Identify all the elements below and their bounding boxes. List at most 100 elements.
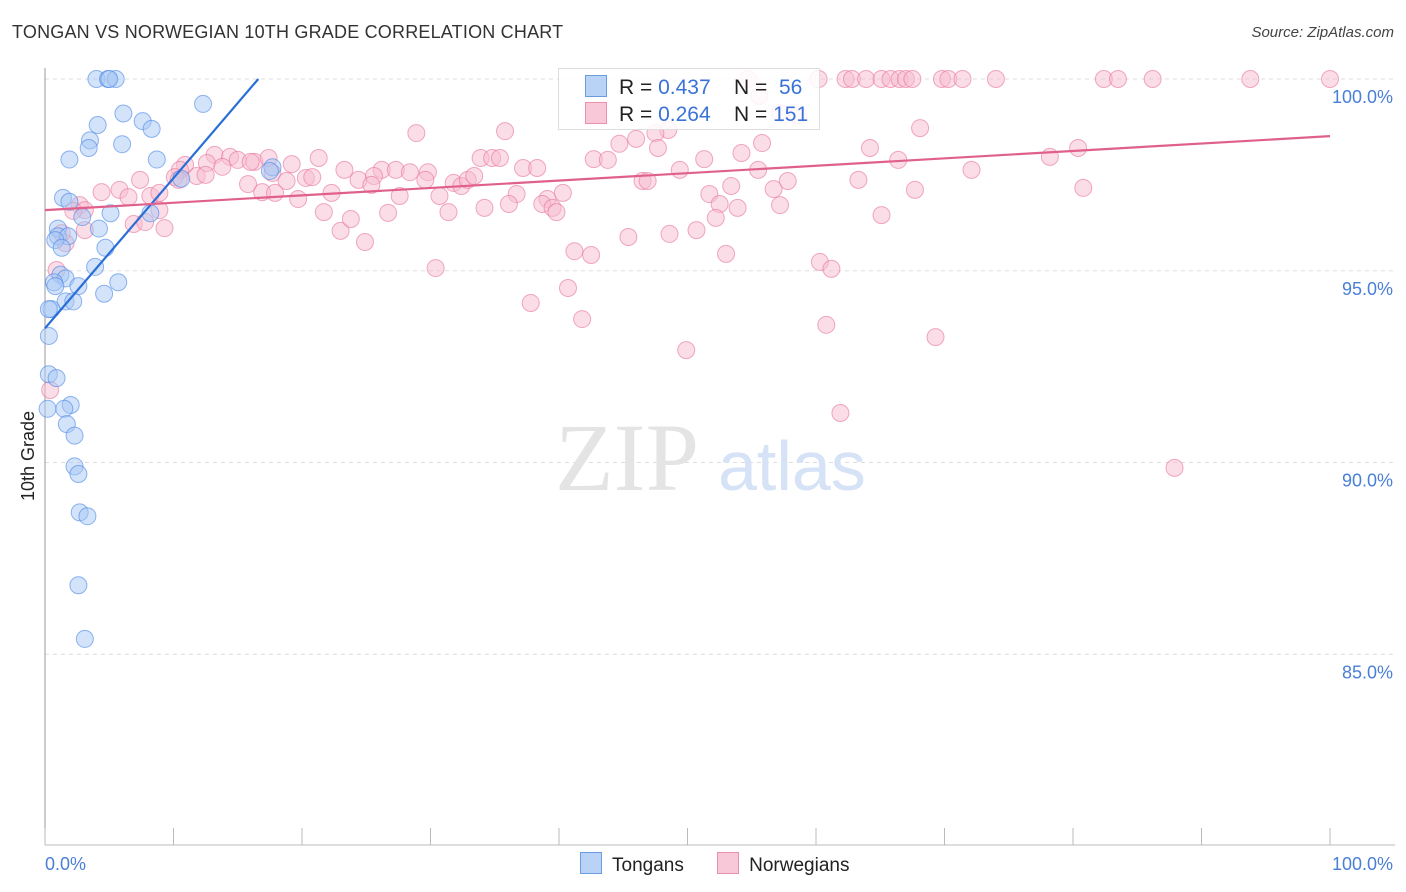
norwegians-point bbox=[282, 155, 301, 174]
norwegians-point bbox=[706, 208, 725, 227]
legend: R = 0.437 N = 56 R = 0.264 N = 151 bbox=[558, 68, 820, 130]
norwegians-point bbox=[426, 259, 445, 278]
norwegians-point bbox=[598, 150, 617, 169]
norwegians-point bbox=[817, 315, 836, 334]
tongans-point bbox=[89, 219, 108, 238]
tongans-point bbox=[46, 277, 65, 296]
tongans-point bbox=[69, 277, 88, 296]
norwegians-point bbox=[407, 124, 426, 143]
norwegians-point bbox=[822, 259, 841, 278]
legend-label: Tongans bbox=[612, 855, 684, 876]
legend-item-tongans[interactable]: Tongans bbox=[580, 852, 684, 876]
norwegians-point bbox=[1074, 178, 1093, 197]
legend-item-norwegians[interactable]: Norwegians bbox=[717, 852, 849, 876]
norwegians-point bbox=[335, 160, 354, 179]
tongans-point bbox=[65, 426, 84, 445]
norwegians-point bbox=[677, 341, 696, 360]
tongans-point bbox=[172, 169, 191, 188]
tongans-point bbox=[69, 576, 88, 595]
norwegians-point bbox=[362, 175, 381, 194]
x-tick-label-0: 0.0% bbox=[45, 854, 86, 874]
x-ticks bbox=[44, 828, 1331, 845]
norwegians-point bbox=[196, 165, 215, 184]
norwegians-swatch bbox=[585, 102, 607, 124]
norwegians-point bbox=[355, 232, 374, 251]
norwegians-point bbox=[119, 188, 138, 207]
norwegians-point bbox=[911, 119, 930, 138]
tongans-point bbox=[147, 150, 166, 169]
tongans-point bbox=[39, 326, 58, 345]
norwegians-point bbox=[1321, 70, 1339, 88]
norwegians-point bbox=[528, 158, 547, 177]
chart-title: TONGAN VS NORWEGIAN 10TH GRADE CORRELATI… bbox=[12, 22, 564, 42]
norwegians-point bbox=[717, 244, 736, 263]
norwegians-point bbox=[277, 172, 296, 191]
norwegians-point bbox=[213, 157, 232, 176]
norwegians-point bbox=[582, 246, 601, 265]
n-label: N = bbox=[734, 76, 774, 99]
norwegians-point bbox=[849, 170, 868, 189]
tongans-point bbox=[55, 399, 74, 418]
norwegians-point bbox=[722, 176, 741, 195]
watermark-zip: ZIP bbox=[555, 404, 699, 511]
norwegians-point bbox=[331, 221, 350, 240]
norwegians-point bbox=[903, 70, 922, 88]
norwegians-point bbox=[241, 152, 260, 171]
norwegians-point bbox=[619, 228, 638, 247]
norwegians-point bbox=[728, 198, 747, 217]
norwegians-point bbox=[670, 160, 689, 179]
norwegians-point bbox=[430, 186, 449, 205]
y-tick-label: 85.0% bbox=[1342, 662, 1393, 682]
tongans-swatch bbox=[580, 852, 602, 874]
norwegians-point bbox=[753, 134, 772, 153]
norwegians-point bbox=[553, 183, 572, 202]
tongans-point bbox=[101, 204, 120, 223]
norwegians-point bbox=[610, 134, 629, 153]
norwegians-point bbox=[465, 167, 484, 186]
tongans-point bbox=[100, 70, 119, 88]
norwegians-point bbox=[860, 139, 879, 158]
tongans-point bbox=[64, 292, 83, 311]
norwegians-point bbox=[439, 203, 458, 222]
norwegians-point bbox=[905, 180, 924, 199]
norwegians-point bbox=[648, 139, 667, 158]
norwegians-point bbox=[131, 170, 150, 189]
norwegians-point bbox=[155, 219, 174, 238]
norwegians-swatch bbox=[717, 852, 740, 874]
tongans-point bbox=[260, 162, 279, 181]
norwegians-point bbox=[266, 183, 285, 202]
norwegians-point bbox=[314, 203, 333, 222]
tongans-point bbox=[78, 507, 97, 526]
points bbox=[38, 70, 1339, 648]
norwegians-point bbox=[1108, 70, 1127, 88]
r-label: R = bbox=[619, 103, 659, 126]
watermark-atlas: atlas bbox=[718, 427, 866, 505]
tongans-point bbox=[39, 300, 58, 319]
norwegians-point bbox=[475, 198, 494, 217]
norwegians-point bbox=[764, 180, 783, 199]
tongans-point bbox=[88, 116, 107, 135]
y-tick-label: 90.0% bbox=[1342, 471, 1393, 491]
r-label: R = bbox=[619, 76, 659, 99]
norwegians-point bbox=[565, 242, 584, 261]
source-label: Source: ZipAtlas.com bbox=[1251, 24, 1394, 41]
norwegians-point bbox=[341, 209, 360, 228]
norwegians-point bbox=[289, 190, 308, 209]
y-tick-labels: 100.0% 95.0% 90.0% 85.0% bbox=[1332, 87, 1393, 682]
n-label: N = bbox=[734, 103, 774, 126]
norwegians-point bbox=[309, 149, 328, 168]
norwegians-point bbox=[660, 224, 679, 243]
norwegians-point bbox=[732, 144, 751, 163]
norwegians-point bbox=[390, 186, 409, 205]
norwegians-point bbox=[416, 170, 435, 189]
x-tick-label-100: 100.0% bbox=[1332, 854, 1393, 874]
norwegians-point bbox=[521, 293, 540, 312]
norwegians-point bbox=[695, 150, 714, 169]
y-tick-label: 95.0% bbox=[1342, 279, 1393, 299]
norwegians-point bbox=[1143, 70, 1162, 88]
norwegians-point bbox=[92, 183, 111, 202]
norwegians-point bbox=[771, 196, 790, 215]
tongans-point bbox=[96, 238, 115, 257]
norwegians-point bbox=[303, 168, 322, 187]
